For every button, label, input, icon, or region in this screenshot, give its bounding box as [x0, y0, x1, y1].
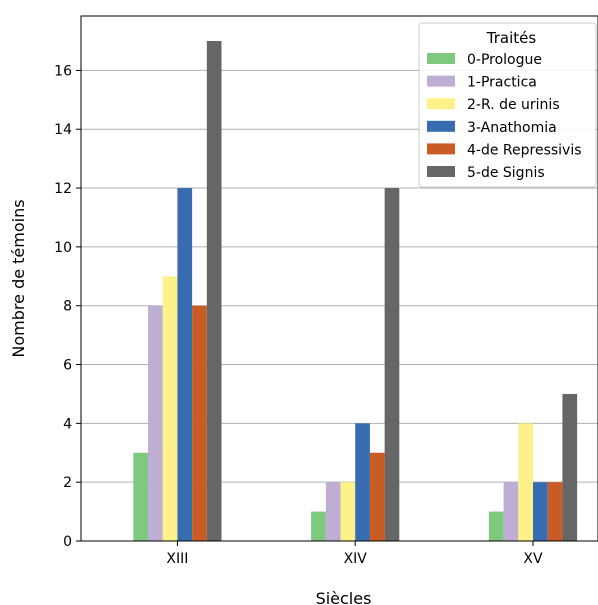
y-tick-label: 0 — [63, 534, 72, 550]
x-tick-label: XIII — [166, 551, 188, 567]
legend-entry-label: 3-Anathomia — [467, 120, 557, 136]
x-tick-label: XIV — [344, 551, 368, 567]
bar-xiii-series-4 — [192, 305, 207, 541]
y-axis-label: Nombre de témoins — [9, 199, 28, 357]
legend-swatch — [427, 75, 455, 87]
legend-entry-label: 2-R. de urinis — [467, 97, 560, 113]
legend-entry-label: 5-de Signis — [467, 165, 545, 181]
legend-entry-label: 1-Practica — [467, 75, 537, 91]
bar-xiv-series-0 — [311, 511, 326, 541]
legend-box — [418, 22, 597, 188]
y-tick-label: 6 — [63, 358, 72, 374]
bar-xiii-series-2 — [162, 276, 178, 541]
y-tick-label: 4 — [63, 416, 72, 432]
bars-layer — [133, 41, 578, 541]
legend-swatch — [427, 120, 455, 132]
bar-xv-series-3 — [533, 482, 548, 541]
y-tick-label: 14 — [54, 122, 72, 138]
y-axis-ticks: 0 2 4 6 8 10 12 14 16 — [54, 63, 81, 550]
bar-xiv-series-3 — [355, 423, 370, 541]
bar-xv-series-0 — [488, 511, 504, 541]
bar-xiii-series-1 — [148, 305, 163, 541]
bar-xiv-series-2 — [340, 482, 356, 541]
legend-entry-label: 0-Prologue — [467, 52, 542, 68]
bar-xv-series-2 — [518, 423, 534, 541]
x-axis-ticks: XIII XIV XV — [166, 541, 543, 567]
legend-swatch — [427, 53, 455, 64]
bar-xiv-series-1 — [325, 482, 341, 541]
bar-xv-series-4 — [547, 482, 563, 541]
bar-xv-series-5 — [562, 393, 578, 541]
plot-frame — [80, 15, 598, 542]
x-axis-label: Siècles — [316, 589, 372, 605]
bar-xiii-series-5 — [206, 41, 222, 541]
bar-xiv-series-4 — [369, 452, 385, 541]
bar-xiii-series-0 — [133, 452, 149, 541]
legend-swatch — [427, 166, 455, 177]
y-tick-label: 10 — [54, 240, 72, 256]
y-tick-label: 2 — [63, 475, 72, 491]
legend-items: 0-Prologue 1-Practica 2-R. de urinis 3-Anat… — [427, 52, 582, 181]
x-tick-label: XV — [523, 551, 543, 567]
bar-xiv-series-5 — [384, 188, 400, 541]
legend-title: Traités — [486, 29, 537, 47]
bar-xiii-series-3 — [177, 188, 193, 541]
legend-swatch — [427, 143, 455, 155]
y-tick-label: 8 — [63, 299, 72, 315]
y-tick-label: 16 — [54, 63, 72, 79]
y-tick-label: 12 — [54, 181, 72, 197]
legend-entry-label: 4-de Repressivis — [467, 142, 582, 158]
legend-swatch — [427, 98, 455, 110]
bar-xv-series-1 — [503, 482, 519, 541]
legend: Traités 0-Prologue 1-Practica 2-R. de urin… — [418, 22, 597, 188]
